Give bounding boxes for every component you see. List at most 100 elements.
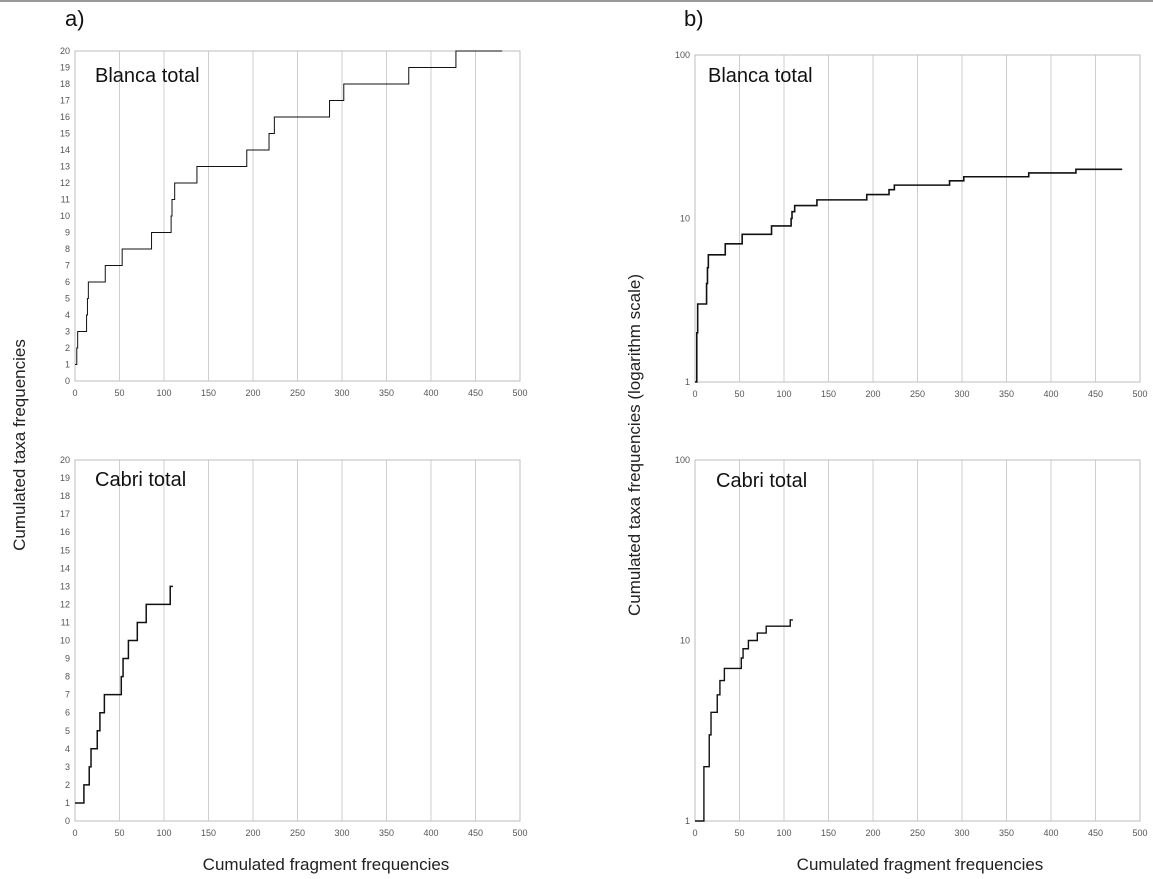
y-tick-label: 12 — [60, 599, 70, 609]
plot-frame — [74, 50, 521, 382]
y-tick-label: 100 — [675, 50, 690, 60]
y-tick-label: 20 — [60, 46, 70, 56]
y-tick-label: 8 — [65, 672, 70, 682]
x-tick-label: 400 — [423, 828, 438, 838]
y-tick-label: 1 — [65, 360, 70, 370]
plot-frame — [694, 54, 1141, 383]
y-tick-label: 13 — [60, 162, 70, 172]
chart-a-blanca: 0 50 100 150 200 250 300 350 400 450 5000123456789… — [60, 46, 528, 398]
chart-b-cabri-log: 0 50 100 150 200 250 300 350 400 450 500 1 10 100 Cabr… — [675, 455, 1148, 838]
x-tick-label: 350 — [379, 828, 394, 838]
x-tick-label: 200 — [865, 828, 880, 838]
x-tick-label: 300 — [334, 388, 349, 398]
y-tick-label: 5 — [65, 726, 70, 736]
y-tick-label: 7 — [65, 261, 70, 271]
x-tick-label: 500 — [512, 828, 527, 838]
chart-title: Blanca total — [95, 65, 200, 87]
y-tick-label: 8 — [65, 244, 70, 254]
x-tick-label: 150 — [821, 389, 836, 399]
y-tick-label: 2 — [65, 780, 70, 790]
y-tick-label: 10 — [60, 636, 70, 646]
y-tick-label: 6 — [65, 708, 70, 718]
x-tick-label: 350 — [379, 388, 394, 398]
y-tick-label: 14 — [60, 145, 70, 155]
x-tick-label: 450 — [1088, 389, 1103, 399]
x-tick-label: 250 — [910, 389, 925, 399]
chart-title: Cabri total — [95, 469, 186, 491]
x-tick-label: 50 — [114, 828, 124, 838]
y-tick-label: 11 — [61, 617, 70, 627]
x-tick-label: 0 — [692, 828, 697, 838]
panel-label-b: b) — [684, 6, 704, 31]
y-tick-label: 15 — [60, 545, 70, 555]
y-tick-label: 4 — [65, 310, 70, 320]
y-tick-label: 9 — [65, 654, 70, 664]
x-tick-label: 0 — [72, 388, 77, 398]
x-tick-label: 200 — [245, 828, 260, 838]
y-tick-label: 17 — [60, 509, 70, 519]
x-tick-label: 100 — [776, 828, 791, 838]
y-tick-label: 19 — [60, 473, 70, 483]
x-tick-label: 150 — [201, 828, 216, 838]
x-tick-label: 50 — [114, 388, 124, 398]
y-tick-label: 14 — [60, 563, 70, 573]
a-x-axis-label: Cumulated fragment frequencies — [203, 855, 450, 874]
x-tick-label: 50 — [734, 828, 744, 838]
x-tick-label: 450 — [468, 828, 483, 838]
x-tick-label: 500 — [512, 388, 527, 398]
x-tick-label: 100 — [776, 389, 791, 399]
y-tick-label: 17 — [60, 96, 70, 106]
x-tick-label: 500 — [1132, 389, 1147, 399]
x-tick-label: 150 — [821, 828, 836, 838]
x-tick-label: 400 — [1043, 389, 1058, 399]
y-tick-label: 1 — [65, 798, 70, 808]
x-tick-label: 300 — [954, 389, 969, 399]
y-tick-label: 20 — [60, 455, 70, 465]
y-tick-label: 10 — [680, 214, 690, 224]
chart-title: Blanca total — [708, 65, 813, 87]
y-tick-label: 10 — [680, 636, 690, 646]
plot-frame — [74, 459, 521, 822]
x-tick-label: 250 — [910, 828, 925, 838]
y-tick-label: 11 — [61, 195, 70, 205]
y-tick-label: 1 — [685, 377, 690, 387]
x-tick-label: 150 — [201, 388, 216, 398]
y-tick-label: 9 — [65, 228, 70, 238]
x-tick-label: 0 — [72, 828, 77, 838]
x-tick-label: 300 — [954, 828, 969, 838]
chart-a-cabri: 0 50 100 150 200 250 300 350 400 450 5000123456789… — [60, 455, 528, 838]
y-tick-label: 6 — [65, 277, 70, 287]
y-tick-label: 16 — [60, 527, 70, 537]
y-tick-label: 3 — [65, 762, 70, 772]
b-y-axis-label: Cumulated taxa frequencies (logarithm sc… — [625, 274, 644, 616]
y-tick-label: 0 — [65, 376, 70, 386]
y-tick-label: 19 — [60, 63, 70, 73]
x-tick-label: 400 — [423, 388, 438, 398]
panel-label-a: a) — [65, 6, 85, 31]
series-line — [75, 585, 173, 804]
y-tick-label: 0 — [65, 816, 70, 826]
b-x-axis-label: Cumulated fragment frequencies — [797, 855, 1044, 874]
chart-title: Cabri total — [716, 470, 807, 492]
x-tick-label: 0 — [692, 389, 697, 399]
y-tick-label: 2 — [65, 343, 70, 353]
y-tick-label: 100 — [675, 455, 690, 465]
x-tick-label: 50 — [734, 389, 744, 399]
x-tick-label: 350 — [999, 389, 1014, 399]
x-tick-label: 200 — [865, 389, 880, 399]
x-tick-label: 350 — [999, 828, 1014, 838]
x-tick-label: 450 — [468, 388, 483, 398]
y-tick-label: 15 — [60, 129, 70, 139]
series-line — [75, 50, 503, 365]
y-tick-label: 1 — [685, 816, 690, 826]
y-tick-label: 13 — [60, 581, 70, 591]
y-tick-label: 18 — [60, 491, 70, 501]
chart-b-blanca-log: 0 50 100 150 200 250 300 350 400 450 500 1 10 100 Blan… — [675, 50, 1148, 399]
x-tick-label: 100 — [156, 828, 171, 838]
y-tick-label: 10 — [60, 211, 70, 221]
y-tick-label: 4 — [65, 744, 70, 754]
y-tick-label: 12 — [60, 178, 70, 188]
x-tick-label: 300 — [334, 828, 349, 838]
series-line — [695, 619, 793, 822]
y-tick-label: 3 — [65, 327, 70, 337]
